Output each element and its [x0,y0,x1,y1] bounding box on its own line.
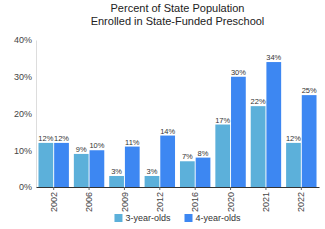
series-bars [38,106,300,187]
data-label: 12% [38,134,53,143]
x-tick: 2022 [296,187,306,212]
x-tick-label: 2020 [226,192,236,212]
data-label: 3% [111,167,122,176]
legend-swatch [114,214,122,222]
x-tick-mark [301,187,302,190]
x-tick-mark [159,187,160,190]
data-label: 25% [302,86,317,95]
data-label: 11% [125,138,140,147]
y-tick: 20% [14,109,36,119]
bar [266,62,281,187]
y-tick-label: 40% [14,35,32,45]
chart: Percent of State PopulationEnrolled in S… [0,0,325,229]
y-tick-label: 0% [19,182,32,192]
x-tick-label: 2009 [120,192,130,212]
legend-label: 4-year-olds [196,213,242,223]
data-label: 7% [182,152,193,161]
legend: 3-year-olds 4-year-olds [114,213,241,223]
y-tick-label: 30% [14,72,32,82]
x-tick: 2021 [261,187,271,212]
y-tick: 10% [14,146,36,156]
x-axis: 2002 2006 2009 2012 2016 2020 2021 2022 [37,187,320,212]
bar [196,158,211,187]
data-label: 8% [198,149,209,158]
bar [215,125,230,187]
x-tick-label: 2021 [261,192,271,212]
data-label: 22% [251,97,266,106]
y-tick: 30% [14,72,36,82]
x-tick-mark [265,187,266,190]
bars [38,62,316,187]
bar [54,143,69,187]
x-tick-label: 2012 [155,192,165,212]
legend-label: 3-year-olds [125,213,171,223]
data-labels: 12%9%3%3%7%17%22%12%12%10%11%14%8%30%34%… [38,53,317,176]
bar [231,77,246,187]
bar [286,143,301,187]
x-tick: 2009 [120,187,130,212]
y-axis: 0% 10% 20% 30% 40% [14,35,37,192]
y-axis-line [36,41,37,188]
x-tick-mark [53,187,54,190]
data-label: 12% [286,134,301,143]
legend-swatch [185,214,193,222]
data-label: 14% [160,127,175,136]
bar [302,95,317,187]
y-tick: 40% [14,35,36,45]
data-label: 30% [231,68,246,77]
bar [125,147,140,187]
series-bars [54,62,316,187]
bar [74,154,89,187]
x-tick-label: 2016 [190,192,200,212]
data-label: 3% [147,167,158,176]
x-tick: 2016 [190,187,200,212]
title: Percent of State PopulationEnrolled in S… [91,2,265,27]
x-tick: 2006 [84,187,94,212]
bar [180,161,195,187]
bar [160,136,175,187]
data-label: 34% [266,53,281,62]
data-label: 10% [89,141,104,150]
bar [251,106,266,187]
y-tick-label: 10% [14,146,32,156]
x-tick-mark [124,187,125,190]
y-tick-label: 20% [14,109,32,119]
y-tick: 0% [19,182,36,192]
x-tick: 2020 [226,187,236,212]
data-label: 12% [54,134,69,143]
x-tick-label: 2006 [84,192,94,212]
x-tick-mark [89,187,90,190]
x-tick-label: 2002 [49,192,59,212]
x-tick-mark [195,187,196,190]
bar [38,143,53,187]
x-axis-line [37,187,320,188]
legend-item: 3-year-olds [114,213,171,223]
legend-item: 4-year-olds [185,213,242,223]
bar [109,176,124,187]
x-tick-label: 2022 [296,192,306,212]
data-label: 17% [215,116,230,125]
x-tick: 2002 [49,187,59,212]
bar [145,176,160,187]
x-tick-mark [230,187,231,190]
x-tick: 2012 [155,187,165,212]
bar [90,150,105,187]
data-label: 9% [76,145,87,154]
